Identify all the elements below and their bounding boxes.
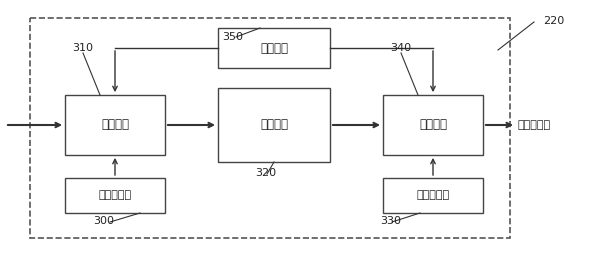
Bar	[383, 95, 483, 155]
Bar	[383, 178, 483, 213]
Text: 320: 320	[255, 168, 276, 178]
Text: 隔离电源: 隔离电源	[260, 41, 288, 54]
Bar	[65, 178, 165, 213]
Text: 350: 350	[222, 32, 243, 42]
Bar	[218, 88, 330, 162]
Text: 线性光耦: 线性光耦	[260, 119, 288, 132]
Text: 隔离后信号: 隔离后信号	[518, 120, 551, 130]
Text: 电压基准源: 电压基准源	[99, 191, 132, 200]
Text: 220: 220	[543, 16, 564, 26]
Bar	[218, 28, 330, 68]
Text: 300: 300	[93, 216, 114, 226]
Bar	[30, 18, 510, 238]
Text: 340: 340	[390, 43, 411, 53]
Text: 运放电路: 运放电路	[419, 119, 447, 132]
Text: 310: 310	[72, 43, 93, 53]
Text: 330: 330	[380, 216, 401, 226]
Text: 运放电路: 运放电路	[101, 119, 129, 132]
Text: 电压基准源: 电压基准源	[417, 191, 450, 200]
Bar	[65, 95, 165, 155]
